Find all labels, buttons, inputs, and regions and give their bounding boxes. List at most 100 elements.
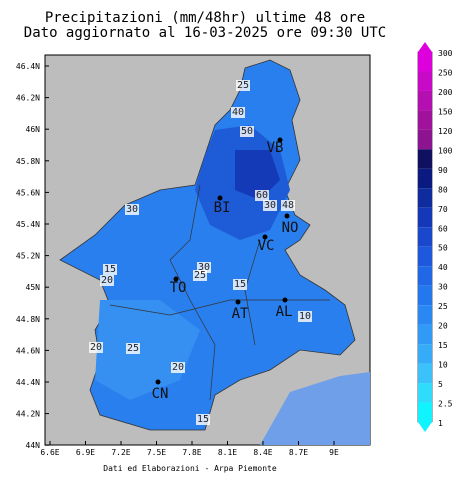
contour-label-bg	[233, 279, 247, 290]
colorbar-band	[418, 324, 432, 345]
heaviest-rain-area	[235, 150, 280, 200]
lat-tick: 45.8N	[16, 157, 40, 166]
colorbar-label: 60	[438, 224, 448, 233]
contour-label-bg	[103, 264, 117, 275]
contour-label: 20	[172, 362, 184, 373]
contour-label-bg	[231, 107, 245, 118]
colorbar-band	[418, 188, 432, 208]
lat-tick: 45.4N	[16, 220, 40, 229]
contour-label-bg	[298, 311, 312, 322]
lon-tick: 6.6E	[40, 448, 59, 457]
colorbar-band	[418, 110, 432, 130]
colorbar-label: 15	[438, 341, 448, 350]
colorbar-band	[418, 402, 432, 422]
lon-tick: 8.4E	[253, 448, 272, 457]
colorbar-band	[418, 363, 432, 384]
city-dot	[282, 297, 288, 303]
sea	[260, 372, 370, 445]
contour-label: 30	[198, 262, 210, 273]
colorbar-label: 10	[438, 361, 448, 370]
colorbar-band	[418, 52, 432, 72]
colorbar-band	[418, 168, 432, 189]
province-border	[109, 299, 330, 316]
contour-label-bg	[171, 362, 185, 373]
contour-label-bg	[197, 262, 211, 273]
city-dot	[277, 137, 283, 143]
colorbar-band	[418, 285, 432, 306]
contour-label: 60	[256, 190, 268, 201]
city-label: BI	[214, 200, 231, 216]
moderate-rain-area	[95, 300, 200, 400]
lon-tick: 6.9E	[76, 448, 95, 457]
colorbar-label: 120	[438, 127, 453, 136]
contour-label-bg	[255, 190, 269, 201]
contour-label-bg	[236, 80, 250, 91]
colorbar-label: 80	[438, 185, 448, 194]
lat-tick: 45.2N	[16, 252, 40, 261]
colorbar-arrow	[418, 42, 432, 52]
colorbar-label: 30	[438, 283, 448, 292]
lon-tick: 7.5E	[147, 448, 166, 457]
colorbar-label: 90	[438, 166, 448, 175]
colorbar-band	[418, 383, 432, 403]
colorbar-band	[418, 227, 432, 247]
lat-tick: 46N	[26, 125, 41, 134]
colorbar-label: 20	[438, 322, 448, 331]
city-label: AT	[232, 306, 249, 322]
colorbar-label: 25	[438, 302, 448, 311]
contour-label: 20	[101, 275, 113, 286]
colorbar-band	[418, 246, 432, 267]
footer: Dati ed Elaborazioni - Arpa Piemonte	[103, 464, 277, 473]
contour-label-bg	[240, 126, 254, 137]
city-label: VC	[258, 238, 275, 254]
contour-label: 25	[194, 270, 206, 281]
contour-label: 15	[104, 264, 116, 275]
contour-label-bg	[126, 343, 140, 354]
contour-label: 20	[90, 342, 102, 353]
city-dot	[235, 299, 241, 305]
colorbar-band	[418, 90, 432, 111]
contour-label-bg	[196, 414, 210, 425]
colorbar-band	[418, 344, 432, 364]
contour-label: 15	[197, 414, 209, 425]
contour-label: 30	[264, 200, 276, 211]
lat-tick: 46.4N	[16, 62, 40, 71]
city-dot	[262, 234, 268, 240]
city-label: NO	[282, 220, 299, 236]
lat-tick: 45.6N	[16, 188, 40, 197]
contour-label: 25	[127, 343, 139, 354]
province-border	[169, 184, 216, 401]
city-label: AL	[276, 304, 293, 320]
lon-tick: 7.8E	[182, 448, 201, 457]
colorbar-band	[418, 129, 432, 150]
lat-tick: 44.4N	[16, 378, 40, 387]
lat-tick: 44N	[26, 441, 41, 450]
contour-label: 48	[282, 200, 294, 211]
contour-label-bg	[263, 200, 277, 211]
city-dot	[155, 379, 161, 385]
colorbar-band	[418, 207, 432, 228]
lat-tick: 46.2N	[16, 94, 40, 103]
contour-label: 10	[299, 311, 311, 322]
colorbar-label: 100	[438, 146, 453, 155]
contour-label-bg	[100, 275, 114, 286]
colorbar-label: 200	[438, 88, 453, 97]
city-label: CN	[152, 386, 169, 402]
contour-label: 50	[241, 126, 253, 137]
colorbar-label: 40	[438, 263, 448, 272]
city-dot	[217, 195, 223, 201]
lat-tick: 44.6N	[16, 346, 40, 355]
contour-label: 15	[234, 279, 246, 290]
colorbar-label: 5	[438, 380, 443, 389]
lat-tick: 45N	[26, 283, 41, 292]
colorbar-label: 300	[438, 49, 453, 58]
colorbar-label: 70	[438, 205, 448, 214]
colorbar-label: 150	[438, 107, 453, 116]
contour-label-bg	[125, 204, 139, 215]
colorbar-label: 250	[438, 68, 453, 77]
city-label: VB	[267, 140, 284, 156]
colorbar-band	[418, 71, 432, 91]
colorbar-label: 1	[438, 419, 443, 428]
lat-tick: 44.8N	[16, 315, 40, 324]
colorbar-label: 2.5	[438, 400, 453, 409]
